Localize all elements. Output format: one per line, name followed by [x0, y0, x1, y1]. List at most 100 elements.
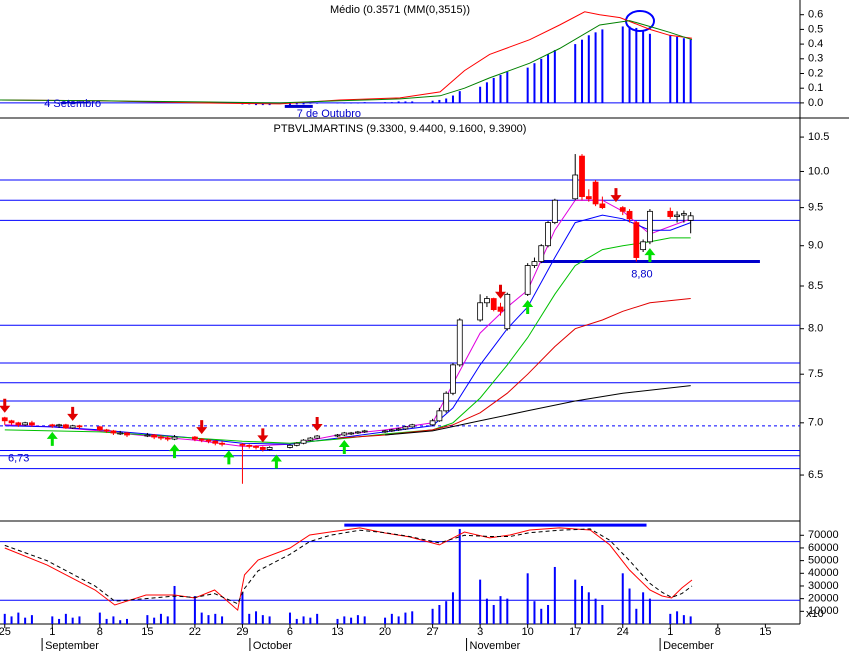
bar: [159, 613, 162, 624]
candle-body: [388, 429, 395, 432]
bar: [356, 615, 359, 624]
bar: [479, 86, 482, 103]
bar: [431, 608, 434, 624]
bar: [343, 616, 346, 624]
x-tick-label: 24: [617, 626, 629, 638]
bar: [125, 618, 128, 624]
bar: [397, 101, 400, 103]
candle-body: [436, 410, 443, 422]
bar: [642, 30, 645, 103]
bar: [221, 616, 224, 624]
candle-body: [354, 431, 361, 434]
bar: [112, 616, 115, 624]
candle-body: [314, 435, 321, 439]
sell-arrow: [610, 188, 622, 203]
bar: [526, 573, 529, 624]
bar: [540, 608, 543, 624]
x-tick-label: 27: [426, 626, 438, 638]
month-label: September: [45, 640, 99, 651]
y-tick-label: 70000: [808, 529, 839, 541]
bar: [628, 588, 631, 624]
indicator-line: [385, 385, 691, 436]
bar: [350, 617, 353, 624]
candle-body: [524, 265, 531, 295]
bar: [635, 608, 638, 624]
indicator-line: [4, 528, 693, 605]
bar: [3, 613, 6, 624]
candle-body: [69, 425, 76, 429]
indicator-title: Médio (0.3571 (MM(0,3515)): [330, 4, 470, 16]
bar: [506, 598, 509, 624]
bar: [302, 616, 305, 624]
candle-body: [205, 439, 212, 442]
indicator-line: [4, 527, 693, 612]
candle-body: [592, 181, 599, 205]
x-tick-label: 10: [522, 626, 534, 638]
candle-body: [504, 293, 511, 330]
y-tick-label: 9.0: [808, 240, 823, 252]
candle-body: [490, 298, 497, 310]
candle-body: [96, 426, 103, 431]
candle-body: [443, 392, 450, 412]
candle-body: [450, 364, 456, 394]
x-tick-label: 3: [477, 626, 483, 638]
candle-body: [579, 155, 585, 197]
y-tick-label: 6.5: [808, 469, 823, 481]
sell-arrow: [257, 428, 269, 443]
bar: [255, 611, 258, 624]
level-label: 6,73: [8, 452, 29, 464]
bar: [30, 615, 33, 624]
candle-body: [56, 424, 62, 427]
candle-body: [545, 222, 551, 247]
bar: [173, 585, 176, 624]
candle-body: [76, 425, 83, 428]
bar: [193, 596, 196, 624]
bar: [547, 604, 550, 624]
bar: [200, 612, 203, 624]
y-tick-label: 10.5: [808, 131, 829, 143]
x-tick-label: 15: [759, 626, 771, 638]
sell-arrow: [67, 406, 79, 421]
chart-title: PTBVLJMARTINS (9.3300, 9.4400, 9.1600, 9…: [274, 123, 527, 135]
bar: [10, 616, 13, 624]
x-tick-label: 1: [49, 626, 55, 638]
candle-body: [22, 422, 29, 426]
bar: [642, 592, 645, 624]
y-tick-label: 10.0: [808, 165, 829, 177]
candle-body: [429, 420, 436, 426]
bar: [336, 102, 339, 104]
bar: [553, 566, 556, 624]
y-tick-label: 0.5: [808, 23, 823, 35]
bar: [51, 616, 54, 624]
bar: [682, 38, 685, 103]
bar: [356, 102, 359, 104]
bar: [445, 601, 448, 624]
y-tick-label: 50000: [808, 555, 839, 567]
candle-body: [293, 442, 300, 446]
bar: [390, 613, 393, 624]
candle-body: [259, 447, 266, 450]
candle-body: [15, 422, 22, 426]
x-tick-label: 17: [569, 626, 581, 638]
x-tick-label: 20: [379, 626, 391, 638]
bar: [669, 613, 672, 624]
y-tick-label: 8.0: [808, 323, 823, 335]
y-tick-label: 60000: [808, 542, 839, 554]
y-tick-label: 0.2: [808, 67, 823, 79]
month-label: October: [253, 640, 292, 651]
candle-body: [477, 302, 484, 321]
candle-body: [253, 445, 259, 448]
candle-body: [192, 436, 198, 440]
candle-body: [164, 437, 171, 440]
candle-body: [674, 214, 680, 217]
candle-body: [619, 207, 626, 212]
buy-arrow: [223, 450, 235, 465]
bar: [350, 102, 353, 104]
candle-body: [29, 422, 35, 426]
bar: [404, 612, 407, 624]
indicator-line: [337, 298, 691, 439]
x-tick-label: 6: [287, 626, 293, 638]
candle-body: [341, 432, 348, 436]
bar: [411, 101, 414, 103]
